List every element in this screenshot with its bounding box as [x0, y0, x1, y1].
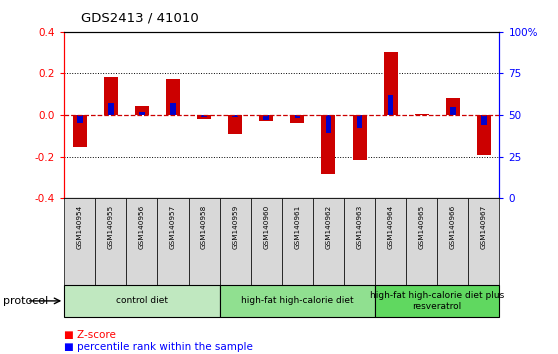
Text: GSM140958: GSM140958: [201, 205, 207, 250]
Text: GSM140954: GSM140954: [76, 205, 83, 250]
Bar: [388, 95, 393, 115]
Bar: [357, 115, 362, 129]
Text: GSM140962: GSM140962: [325, 205, 331, 250]
Text: GSM140955: GSM140955: [108, 205, 114, 250]
Bar: [126, 198, 157, 285]
Bar: [220, 198, 251, 285]
Text: GSM140959: GSM140959: [232, 205, 238, 250]
Bar: [108, 103, 114, 115]
Bar: [259, 115, 273, 121]
Bar: [437, 198, 468, 285]
Bar: [166, 79, 180, 115]
Bar: [170, 103, 176, 115]
Text: GSM140966: GSM140966: [450, 205, 456, 250]
Text: protocol: protocol: [3, 296, 48, 306]
Bar: [220, 285, 375, 317]
Bar: [282, 198, 313, 285]
Bar: [321, 115, 335, 174]
Bar: [468, 198, 499, 285]
Bar: [446, 98, 460, 115]
Bar: [375, 198, 406, 285]
Bar: [326, 115, 331, 133]
Text: high-fat high-calorie diet: high-fat high-calorie diet: [241, 296, 354, 306]
Text: GSM140956: GSM140956: [139, 205, 145, 250]
Bar: [375, 285, 499, 317]
Bar: [77, 115, 83, 124]
Bar: [295, 115, 300, 118]
Bar: [64, 198, 95, 285]
Text: ■ Z-score: ■ Z-score: [64, 330, 116, 339]
Bar: [197, 115, 211, 119]
Text: GSM140963: GSM140963: [357, 205, 363, 250]
Bar: [477, 115, 491, 155]
Bar: [344, 198, 375, 285]
Bar: [450, 107, 455, 115]
Bar: [201, 115, 207, 117]
Text: GDS2413 / 41010: GDS2413 / 41010: [81, 12, 199, 25]
Bar: [232, 115, 238, 117]
Text: high-fat high-calorie diet plus
resveratrol: high-fat high-calorie diet plus resverat…: [370, 291, 504, 310]
Text: GSM140964: GSM140964: [388, 205, 393, 250]
Bar: [313, 198, 344, 285]
Text: GSM140960: GSM140960: [263, 205, 270, 250]
Text: GSM140957: GSM140957: [170, 205, 176, 250]
Bar: [189, 198, 220, 285]
Bar: [406, 198, 437, 285]
Bar: [64, 285, 220, 317]
Bar: [95, 198, 126, 285]
Bar: [415, 114, 429, 115]
Bar: [135, 106, 149, 115]
Bar: [383, 52, 398, 115]
Bar: [104, 76, 118, 115]
Bar: [251, 198, 282, 285]
Text: GSM140965: GSM140965: [418, 205, 425, 250]
Bar: [290, 115, 304, 124]
Bar: [481, 115, 487, 125]
Text: ■ percentile rank within the sample: ■ percentile rank within the sample: [64, 342, 253, 352]
Bar: [263, 115, 269, 120]
Bar: [157, 198, 189, 285]
Text: GSM140961: GSM140961: [294, 205, 300, 250]
Bar: [353, 115, 367, 160]
Bar: [139, 112, 145, 115]
Text: GSM140967: GSM140967: [481, 205, 487, 250]
Bar: [73, 115, 86, 147]
Text: control diet: control diet: [116, 296, 168, 306]
Bar: [228, 115, 242, 134]
